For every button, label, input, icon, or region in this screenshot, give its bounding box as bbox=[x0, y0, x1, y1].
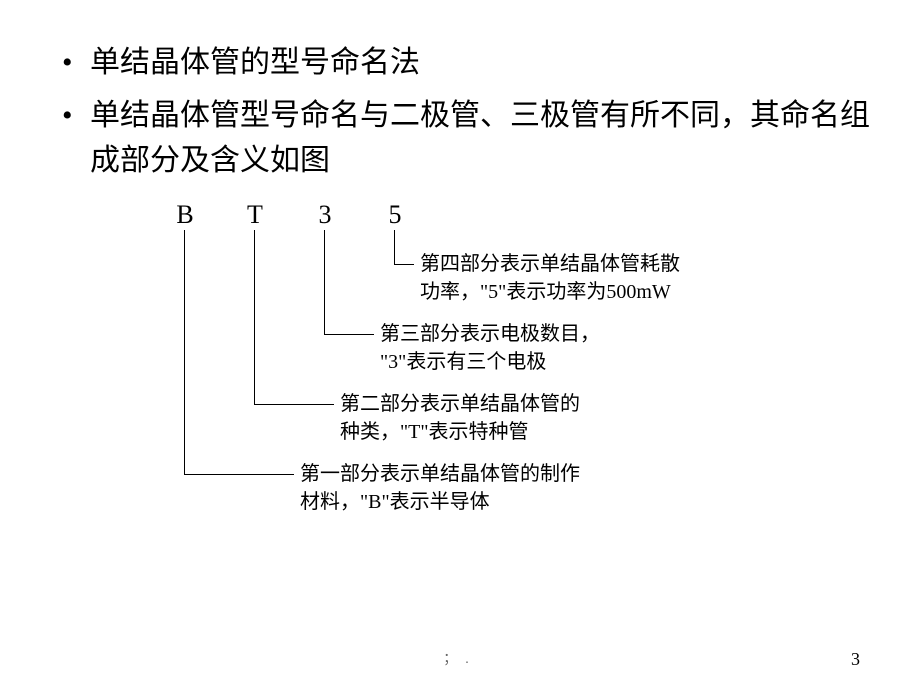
desc-part4-line1: 第四部分表示单结晶体管耗散 bbox=[420, 250, 680, 278]
desc-part3-line1: 第三部分表示电极数目， bbox=[380, 320, 600, 348]
code-letter-B: B bbox=[150, 200, 220, 230]
desc-part3: 第三部分表示电极数目， "3"表示有三个电极 bbox=[380, 320, 600, 376]
line-horizontal-5 bbox=[394, 264, 414, 265]
line-vertical-3 bbox=[324, 230, 325, 335]
desc-part1-line1: 第一部分表示单结晶体管的制作 bbox=[300, 460, 580, 488]
desc-part4-line2: 功率，"5"表示功率为500mW bbox=[420, 278, 680, 306]
desc-part4: 第四部分表示单结晶体管耗散 功率，"5"表示功率为500mW bbox=[420, 250, 680, 306]
line-vertical-B bbox=[184, 230, 185, 475]
bullet-item-2: 单结晶体管型号命名与二极管、三极管有所不同，其命名组成部分及含义如图 bbox=[50, 93, 870, 183]
desc-part3-line2: "3"表示有三个电极 bbox=[380, 348, 600, 376]
desc-part2-line1: 第二部分表示单结晶体管的 bbox=[340, 390, 580, 418]
line-horizontal-3 bbox=[324, 334, 374, 335]
line-vertical-5 bbox=[394, 230, 395, 265]
line-horizontal-B bbox=[184, 474, 294, 475]
bullet-list: 单结晶体管的型号命名法 单结晶体管型号命名与二极管、三极管有所不同，其命名组成部… bbox=[50, 40, 870, 183]
line-horizontal-T bbox=[254, 404, 334, 405]
desc-part1-line2: 材料，"B"表示半导体 bbox=[300, 488, 580, 516]
content-area: 单结晶体管的型号命名法 单结晶体管型号命名与二极管、三极管有所不同，其命名组成部… bbox=[0, 0, 920, 183]
page-number: 3 bbox=[851, 649, 860, 670]
code-letter-3: 3 bbox=[290, 200, 360, 230]
bullet-item-1: 单结晶体管的型号命名法 bbox=[50, 40, 870, 85]
desc-part2: 第二部分表示单结晶体管的 种类，"T"表示特种管 bbox=[340, 390, 580, 446]
naming-diagram: B T 3 5 第四部分表示单结晶体管耗散 功率，"5"表示功率为500mW 第… bbox=[150, 200, 800, 600]
desc-part2-line2: 种类，"T"表示特种管 bbox=[340, 418, 580, 446]
desc-part1: 第一部分表示单结晶体管的制作 材料，"B"表示半导体 bbox=[300, 460, 580, 516]
line-vertical-T bbox=[254, 230, 255, 405]
code-letter-T: T bbox=[220, 200, 290, 230]
footer-marks: ；. bbox=[443, 648, 477, 668]
code-letter-5: 5 bbox=[360, 200, 430, 230]
code-letters-row: B T 3 5 bbox=[150, 200, 430, 230]
